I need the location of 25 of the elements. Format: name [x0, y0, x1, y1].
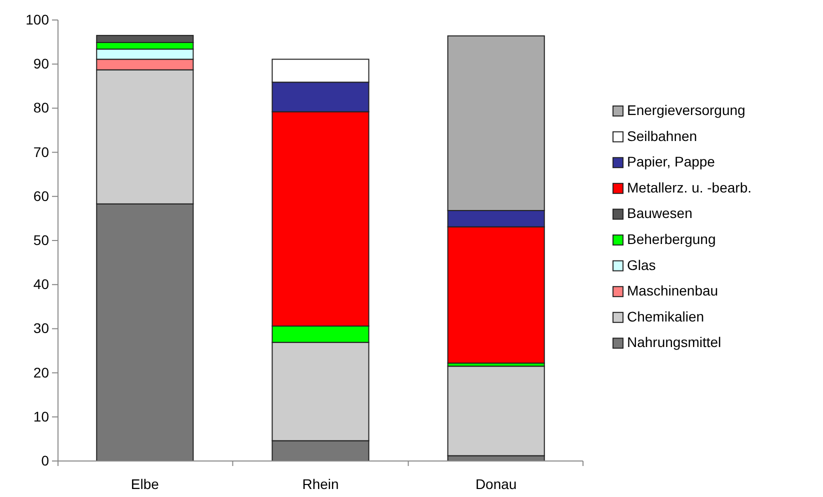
y-tick-label: 10 — [33, 408, 50, 424]
legend-label: Maschinenbau — [627, 282, 718, 299]
legend-label: Chemikalien — [627, 308, 704, 324]
y-tick-label: 70 — [33, 144, 50, 160]
legend-label: Bauwesen — [627, 205, 692, 222]
legend-label: Nahrungsmittel — [627, 334, 722, 350]
y-tick-label: 20 — [33, 364, 50, 380]
y-tick-label: 50 — [33, 232, 50, 248]
legend-label: Beherbergung — [627, 231, 716, 247]
y-tick-label: 80 — [33, 100, 50, 116]
y-tick-label: 0 — [41, 452, 50, 468]
y-tick-label: 100 — [26, 11, 50, 28]
legend-label: Seilbahnen — [627, 128, 698, 144]
x-tick-label: Elbe — [130, 476, 160, 492]
y-tick-label: 90 — [33, 56, 50, 72]
y-tick-label: 30 — [33, 320, 50, 336]
legend-label: Energieversorgung — [627, 102, 746, 118]
y-tick-label: 40 — [33, 276, 50, 292]
y-tick-label: 60 — [33, 188, 50, 204]
legend-label: Glas — [627, 256, 656, 273]
x-tick-label: Rhein — [302, 476, 339, 492]
legend-label: Metallerz. u. -bearb. — [627, 179, 752, 196]
x-tick-label: Donau — [475, 476, 517, 492]
bar — [447, 366, 545, 456]
legend-label: Papier, Pappe — [627, 154, 716, 170]
